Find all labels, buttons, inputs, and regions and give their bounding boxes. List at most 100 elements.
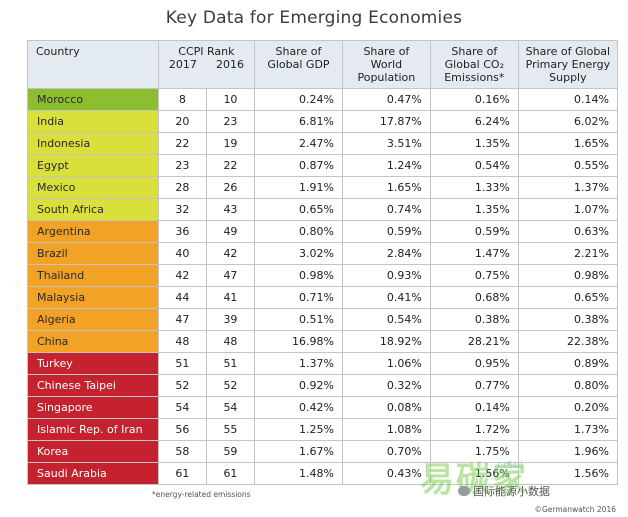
gdp-share-cell: 6.81% xyxy=(253,110,343,133)
energy-share-cell: 1.65% xyxy=(517,132,619,155)
co2-share-cell: 0.54% xyxy=(429,154,519,177)
rank-2016-cell: 54 xyxy=(205,396,255,419)
country-cell: Indonesia xyxy=(27,132,159,155)
country-cell: Brazil xyxy=(27,242,159,265)
rank-2017-cell: 28 xyxy=(157,176,207,199)
energy-share-cell: 1.37% xyxy=(517,176,619,199)
population-share-cell: 0.74% xyxy=(341,198,431,221)
population-share-cell: 2.84% xyxy=(341,242,431,265)
table-row: Singapore 54 54 0.42% 0.08% 0.14% 0.20% xyxy=(27,396,619,419)
co2-share-cell: 0.38% xyxy=(429,308,519,331)
country-cell: India xyxy=(27,110,159,133)
energy-share-cell: 1.07% xyxy=(517,198,619,221)
co2-share-cell: 0.75% xyxy=(429,264,519,287)
rank-2016-cell: 10 xyxy=(205,88,255,111)
country-cell: Egypt xyxy=(27,154,159,177)
gdp-share-cell: 0.42% xyxy=(253,396,343,419)
country-cell: Argentina xyxy=(27,220,159,243)
rank-2017-cell: 42 xyxy=(157,264,207,287)
energy-share-cell: 0.63% xyxy=(517,220,619,243)
population-share-cell: 0.59% xyxy=(341,220,431,243)
population-share-cell: 0.70% xyxy=(341,440,431,463)
country-cell: Turkey xyxy=(27,352,159,375)
table-row: Morocco 8 10 0.24% 0.47% 0.16% 0.14% xyxy=(27,88,619,111)
rank-2016-cell: 22 xyxy=(205,154,255,177)
country-cell: Mexico xyxy=(27,176,159,199)
rank-2016-cell: 59 xyxy=(205,440,255,463)
watermark-url: cctoi xyxy=(497,458,524,471)
rank-2017-cell: 54 xyxy=(157,396,207,419)
energy-share-cell: 6.02% xyxy=(517,110,619,133)
country-cell: Singapore xyxy=(27,396,159,419)
rank-2017-cell: 36 xyxy=(157,220,207,243)
table-row: Malaysia 44 41 0.71% 0.41% 0.68% 0.65% xyxy=(27,286,619,309)
emerging-economies-table: Country CCPI Rank 2017 2016 Share of Glo… xyxy=(27,40,619,485)
energy-share-cell: 0.14% xyxy=(517,88,619,111)
population-share-cell: 0.32% xyxy=(341,374,431,397)
rank-2017-cell: 20 xyxy=(157,110,207,133)
energy-share-cell: 1.96% xyxy=(517,440,619,463)
rank-2017-cell: 51 xyxy=(157,352,207,375)
rank-2016-cell: 43 xyxy=(205,198,255,221)
population-share-cell: 1.24% xyxy=(341,154,431,177)
population-share-cell: 0.41% xyxy=(341,286,431,309)
rank-2016-cell: 49 xyxy=(205,220,255,243)
energy-share-cell: 0.38% xyxy=(517,308,619,331)
table-row: China 48 48 16.98% 18.92% 28.21% 22.38% xyxy=(27,330,619,353)
co2-share-cell: 1.33% xyxy=(429,176,519,199)
gdp-share-cell: 1.37% xyxy=(253,352,343,375)
table-row: India 20 23 6.81% 17.87% 6.24% 6.02% xyxy=(27,110,619,133)
table-row: Korea 58 59 1.67% 0.70% 1.75% 1.96% xyxy=(27,440,619,463)
header-year-2016: 2016 xyxy=(215,58,244,71)
rank-2017-cell: 32 xyxy=(157,198,207,221)
rank-2016-cell: 42 xyxy=(205,242,255,265)
gdp-share-cell: 1.48% xyxy=(253,462,343,485)
population-share-cell: 0.93% xyxy=(341,264,431,287)
country-cell: South Africa xyxy=(27,198,159,221)
energy-share-cell: 0.65% xyxy=(517,286,619,309)
gdp-share-cell: 0.71% xyxy=(253,286,343,309)
gdp-share-cell: 0.98% xyxy=(253,264,343,287)
country-cell: Algeria xyxy=(27,308,159,331)
watermark-logo-text: 易碳家 xyxy=(420,460,528,500)
header-country: Country xyxy=(27,40,159,89)
co2-share-cell: 0.59% xyxy=(429,220,519,243)
energy-share-cell: 0.55% xyxy=(517,154,619,177)
rank-2016-cell: 47 xyxy=(205,264,255,287)
rank-2016-cell: 55 xyxy=(205,418,255,441)
rank-2016-cell: 41 xyxy=(205,286,255,309)
gdp-share-cell: 0.80% xyxy=(253,220,343,243)
header-co2-share: Share of Global CO₂ Emissions* xyxy=(429,40,519,89)
watermark-wechat: 国际能源小数据 xyxy=(458,483,550,499)
rank-2016-cell: 39 xyxy=(205,308,255,331)
co2-share-cell: 1.35% xyxy=(429,198,519,221)
header-gdp-share: Share of Global GDP xyxy=(253,40,343,89)
country-cell: Thailand xyxy=(27,264,159,287)
rank-2016-cell: 23 xyxy=(205,110,255,133)
gdp-share-cell: 2.47% xyxy=(253,132,343,155)
header-ccpi-rank: CCPI Rank 2017 2016 xyxy=(157,40,255,89)
header-year-2017: 2017 xyxy=(168,58,197,71)
population-share-cell: 17.87% xyxy=(341,110,431,133)
country-cell: China xyxy=(27,330,159,353)
energy-share-cell: 2.21% xyxy=(517,242,619,265)
rank-2016-cell: 51 xyxy=(205,352,255,375)
population-share-cell: 0.54% xyxy=(341,308,431,331)
population-share-cell: 3.51% xyxy=(341,132,431,155)
gdp-share-cell: 1.91% xyxy=(253,176,343,199)
rank-2017-cell: 61 xyxy=(157,462,207,485)
rank-2017-cell: 56 xyxy=(157,418,207,441)
table-row: Argentina 36 49 0.80% 0.59% 0.59% 0.63% xyxy=(27,220,619,243)
rank-2017-cell: 23 xyxy=(157,154,207,177)
rank-2016-cell: 48 xyxy=(205,330,255,353)
country-cell: Saudi Arabia xyxy=(27,462,159,485)
co2-share-cell: 0.16% xyxy=(429,88,519,111)
gdp-share-cell: 0.65% xyxy=(253,198,343,221)
gdp-share-cell: 0.87% xyxy=(253,154,343,177)
table-row: Turkey 51 51 1.37% 1.06% 0.95% 0.89% xyxy=(27,352,619,375)
population-share-cell: 1.08% xyxy=(341,418,431,441)
table-body: Morocco 8 10 0.24% 0.47% 0.16% 0.14% India 20 23 6… xyxy=(27,88,619,485)
country-cell: Korea xyxy=(27,440,159,463)
population-share-cell: 18.92% xyxy=(341,330,431,353)
population-share-cell: 0.08% xyxy=(341,396,431,419)
